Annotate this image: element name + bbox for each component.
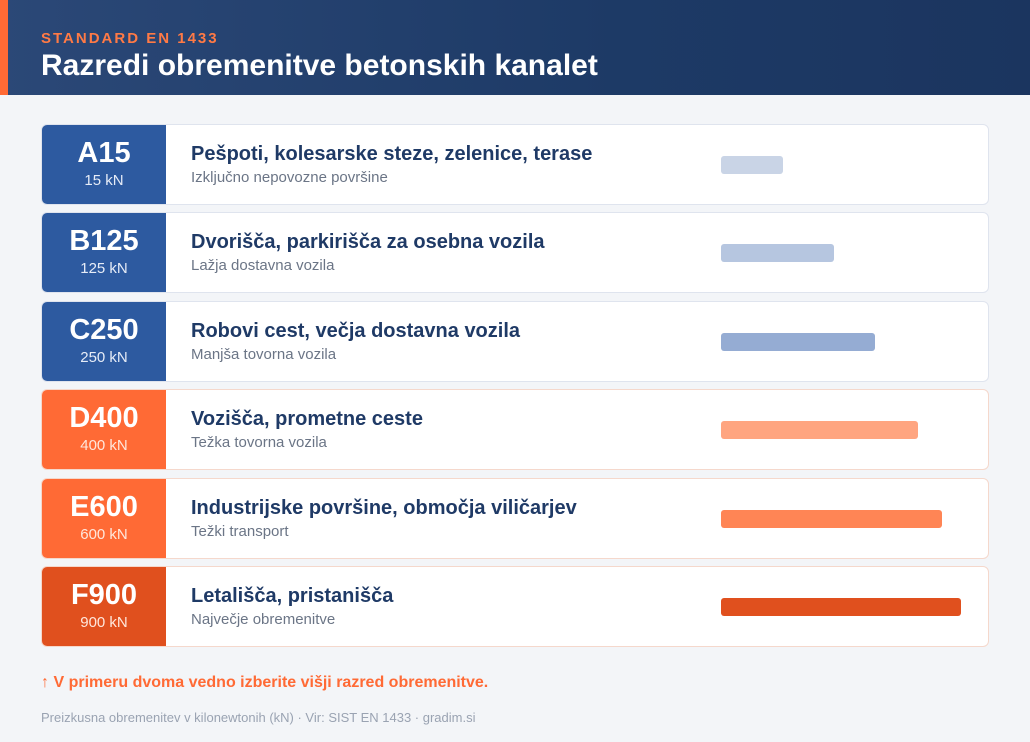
class-description: Letališča, pristanišča Največje obremeni… [191, 584, 393, 629]
class-code: B125 [69, 225, 139, 257]
load-bar-track [721, 421, 961, 439]
class-badge: E600 600 kN [42, 479, 166, 558]
load-bar [721, 421, 918, 439]
class-use: Robovi cest, večja dostavna vozila [191, 320, 521, 342]
header-accent-strip [0, 0, 8, 95]
class-note: Težki transport [191, 523, 289, 540]
class-use: Letališča, pristanišča [191, 585, 394, 607]
load-class-row-c250: C250 250 kN Robovi cest, večja dostavna … [41, 301, 989, 382]
load-bar-track [721, 244, 961, 262]
load-class-row-d400: D400 400 kN Vozišča, prometne ceste Težk… [41, 389, 989, 470]
load-bar [721, 333, 875, 351]
class-description: Pešpoti, kolesarske steze, zelenice, ter… [191, 142, 592, 187]
load-class-row-b125: B125 125 kN Dvorišča, parkirišča za oseb… [41, 212, 989, 293]
load-bar [721, 598, 961, 616]
class-badge: D400 400 kN [42, 390, 166, 469]
load-class-row-f900: F900 900 kN Letališča, pristanišča Najve… [41, 566, 989, 647]
load-bar [721, 244, 834, 262]
class-load: 125 kN [80, 260, 128, 277]
load-class-row-a15: A15 15 kN Pešpoti, kolesarske steze, zel… [41, 124, 989, 205]
class-code: E600 [70, 491, 138, 523]
class-code: D400 [69, 402, 139, 434]
class-note: Težka tovorna vozila [191, 434, 327, 451]
class-use: Pešpoti, kolesarske steze, zelenice, ter… [191, 143, 593, 165]
load-bar-track [721, 333, 961, 351]
load-bar-track [721, 510, 961, 528]
class-use: Dvorišča, parkirišča za osebna vozila [191, 231, 545, 253]
footer-source: Preizkusna obremenitev v kilonewtonih (k… [41, 710, 476, 725]
class-badge: B125 125 kN [42, 213, 166, 292]
class-badge: F900 900 kN [42, 567, 166, 646]
load-bar-track [721, 598, 961, 616]
class-badge: C250 250 kN [42, 302, 166, 381]
class-note: Največje obremenitve [191, 611, 336, 628]
class-load: 400 kN [80, 437, 128, 454]
advice-note: ↑ V primeru dvoma vedno izberite višji r… [41, 674, 489, 691]
load-bar [721, 156, 783, 174]
class-description: Robovi cest, večja dostavna vozila Manjš… [191, 319, 520, 364]
page-title: Razredi obremenitve betonskih kanalet [41, 49, 598, 82]
class-code: C250 [69, 314, 139, 346]
class-code: F900 [70, 579, 138, 611]
page-header: STANDARD EN 1433 Razredi obremenitve bet… [0, 0, 1030, 95]
class-description: Industrijske površine, območja viličarje… [191, 496, 577, 541]
class-load: 600 kN [80, 526, 128, 543]
class-description: Vozišča, prometne ceste Težka tovorna vo… [191, 407, 423, 452]
class-note: Manjša tovorna vozila [191, 346, 337, 363]
class-note: Lažja dostavna vozila [191, 257, 335, 274]
standard-label: STANDARD EN 1433 [41, 30, 219, 47]
class-code: A15 [77, 137, 131, 169]
load-bar-track [721, 156, 961, 174]
class-use: Vozišča, prometne ceste [191, 408, 423, 430]
class-description: Dvorišča, parkirišča za osebna vozila La… [191, 230, 545, 275]
load-class-row-e600: E600 600 kN Industrijske površine, območ… [41, 478, 989, 559]
class-load: 900 kN [80, 614, 128, 631]
load-bar [721, 510, 942, 528]
class-load: 250 kN [80, 349, 128, 366]
class-badge: A15 15 kN [42, 125, 166, 204]
class-load: 15 kN [84, 172, 124, 189]
class-note: Izključno nepovozne površine [191, 169, 388, 186]
class-use: Industrijske površine, območja viličarje… [191, 497, 577, 519]
